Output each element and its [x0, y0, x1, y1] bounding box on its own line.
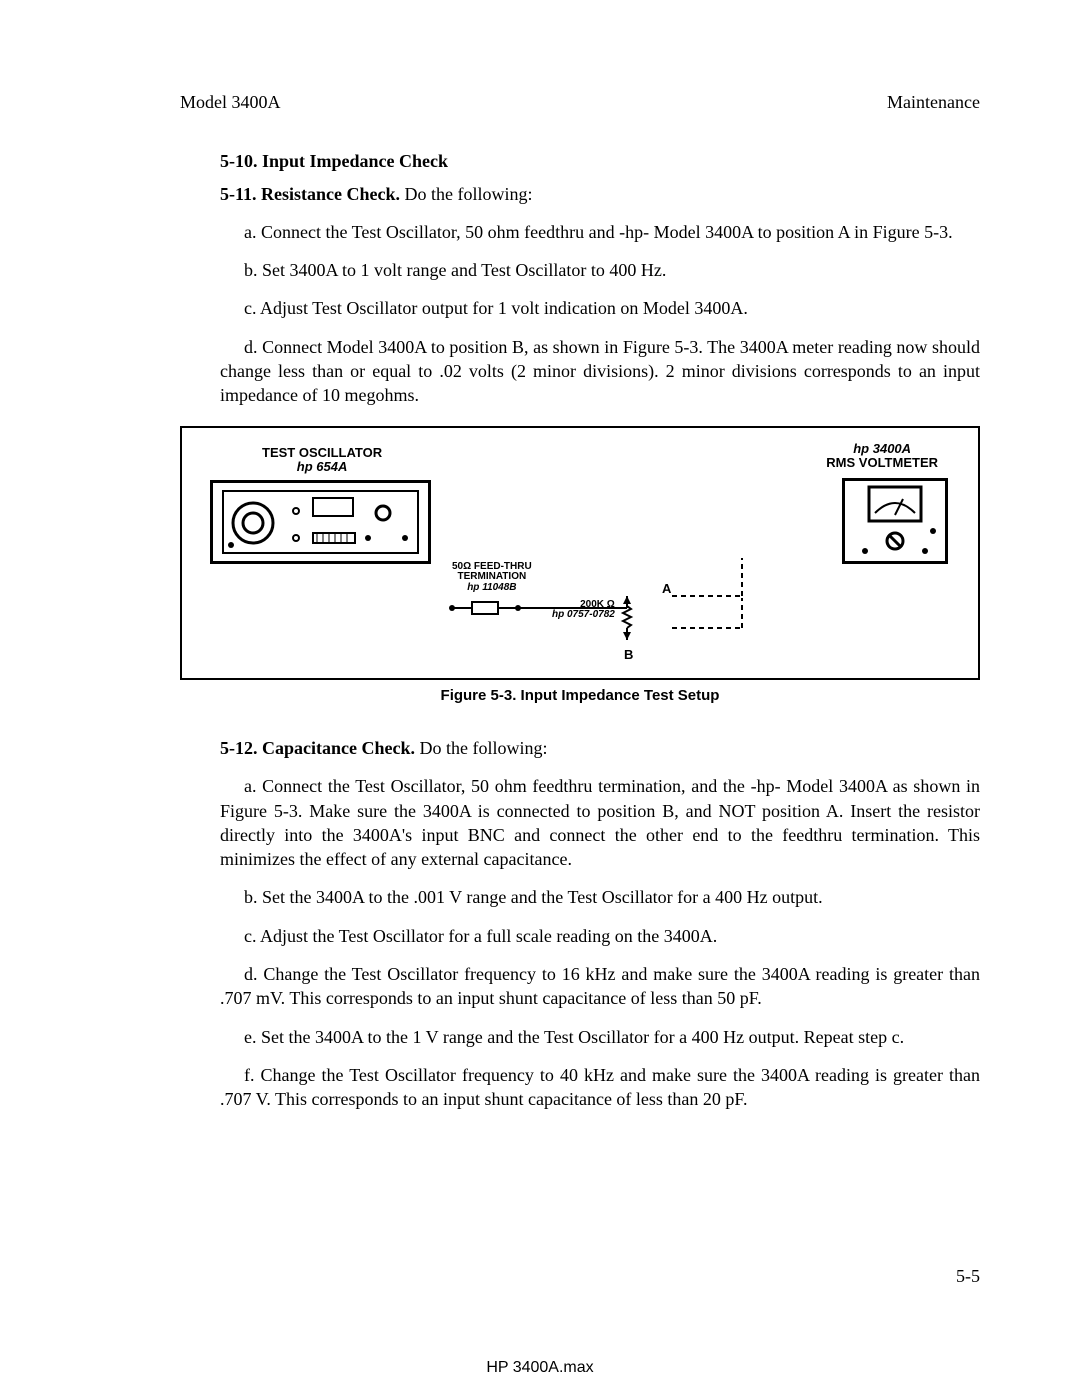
oscillator-svg [213, 483, 428, 561]
vm-label-line2: RMS VOLTMETER [826, 456, 938, 470]
heading-num: 5-10. [220, 151, 258, 171]
para-5-11-d: d. Connect Model 3400A to position B, as… [220, 335, 980, 408]
feedthru-label: 50Ω FEED-THRU TERMINATION hp 11048B [452, 562, 532, 594]
page-number: 5-5 [956, 1266, 980, 1287]
heading-tail: Do the following: [400, 184, 533, 204]
para-5-11-b: b. Set 3400A to 1 volt range and Test Os… [220, 258, 980, 282]
vm-label-line1: hp 3400A [853, 441, 911, 456]
heading-num: 5-11. [220, 184, 257, 204]
figure-caption: Figure 5-3. Input Impedance Test Setup [180, 686, 980, 706]
para-5-12-b: b. Set the 3400A to the .001 V range and… [220, 885, 980, 909]
heading-title: Resistance Check. [261, 184, 400, 204]
heading-title: Input Impedance Check [262, 151, 448, 171]
voltmeter-label: hp 3400A RMS VOLTMETER [826, 442, 938, 471]
para-5-12-c: c. Adjust the Test Oscillator for a full… [220, 924, 980, 948]
point-a-label: A [662, 580, 671, 598]
heading-5-10: 5-10. Input Impedance Check [220, 149, 980, 173]
heading-num: 5-12. [220, 738, 258, 758]
osc-label: TEST OSCILLATOR hp 654A [262, 446, 382, 475]
para-5-12-d: d. Change the Test Oscillator frequency … [220, 962, 980, 1011]
osc-label-line2: hp 654A [297, 459, 348, 474]
heading-title: Capacitance Check. [262, 738, 415, 758]
para-5-11-a: a. Connect the Test Oscillator, 50 ohm f… [220, 220, 980, 244]
para-5-12-e: e. Set the 3400A to the 1 V range and th… [220, 1025, 980, 1049]
voltmeter-box [842, 478, 948, 564]
osc-label-line1: TEST OSCILLATOR [262, 446, 382, 460]
feedthru-line3: hp 11048B [467, 582, 516, 593]
resistor-label: 200K Ω hp 0757-0782 [552, 600, 615, 621]
para-5-12-f: f. Change the Test Oscillator frequency … [220, 1063, 980, 1112]
footer-filename: HP 3400A.max [0, 1359, 1080, 1377]
header-left: Model 3400A [180, 90, 281, 114]
heading-5-11: 5-11. Resistance Check. Do the following… [220, 182, 980, 206]
resistor-line2: hp 0757-0782 [552, 609, 615, 620]
header-right: Maintenance [887, 90, 980, 114]
heading-tail: Do the following: [415, 738, 548, 758]
figure-5-3: TEST OSCILLATOR hp 654A [180, 426, 980, 680]
para-5-12-a: a. Connect the Test Oscillator, 50 ohm f… [220, 774, 980, 871]
para-5-11-c: c. Adjust Test Oscillator output for 1 v… [220, 296, 980, 320]
voltmeter-svg [845, 481, 945, 561]
point-b-label: B [624, 646, 633, 664]
oscillator-box [210, 480, 431, 564]
heading-5-12: 5-12. Capacitance Check. Do the followin… [220, 736, 980, 760]
